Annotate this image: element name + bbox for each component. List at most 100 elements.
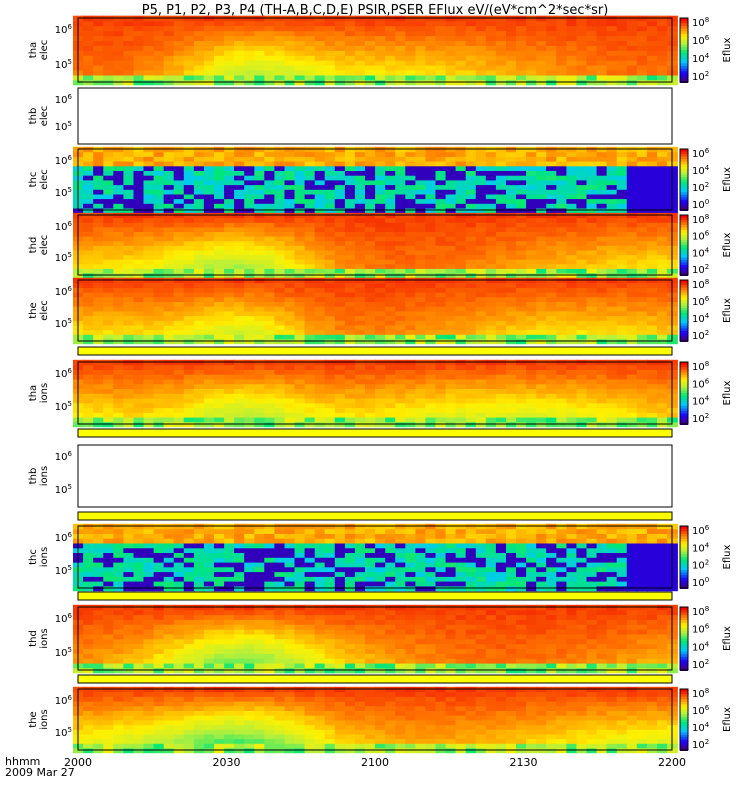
- heatmap-cell: [495, 315, 507, 321]
- heatmap-cell: [415, 282, 427, 288]
- heatmap-cell: [586, 320, 598, 326]
- heatmap-cell: [465, 170, 477, 176]
- heatmap-cell: [536, 378, 548, 385]
- heatmap-cell: [244, 557, 256, 563]
- heatmap-cell: [314, 74, 326, 81]
- heatmap-cell: [365, 393, 376, 399]
- heatmap-cell: [133, 193, 145, 200]
- heatmap-cell: [224, 402, 235, 409]
- heatmap-cell: [163, 240, 175, 246]
- heatmap-cell: [455, 179, 467, 186]
- heatmap-cell: [113, 212, 125, 219]
- heatmap-cell: [254, 203, 266, 209]
- heatmap-cell: [485, 40, 497, 46]
- heatmap-cell: [294, 369, 306, 375]
- heatmap-cell: [596, 245, 608, 251]
- heatmap-cell: [556, 240, 568, 246]
- heatmap-cell: [516, 393, 527, 399]
- heatmap-cell: [506, 226, 517, 232]
- heatmap-cell: [203, 170, 215, 176]
- heatmap-cell: [546, 272, 558, 279]
- heatmap-cell: [646, 378, 658, 385]
- heatmap-cell: [304, 60, 316, 66]
- heatmap-cell: [254, 30, 266, 37]
- heatmap-cell: [455, 60, 467, 66]
- heatmap-cell: [93, 374, 105, 380]
- heatmap-cell: [183, 374, 195, 380]
- heatmap-cell: [163, 581, 175, 587]
- heatmap-cell: [657, 69, 668, 76]
- heatmap-cell: [324, 393, 336, 399]
- heatmap-cell: [234, 402, 245, 409]
- heatmap-cell: [435, 397, 447, 404]
- heatmap-cell: [123, 60, 135, 66]
- heatmap-cell: [344, 282, 356, 288]
- heatmap-cell: [596, 240, 608, 246]
- heatmap-cell: [445, 547, 457, 553]
- heatmap-cell: [143, 254, 155, 260]
- heatmap-cell: [536, 40, 548, 46]
- heatmap-cell: [123, 324, 135, 331]
- colorbar-step: [680, 250, 688, 254]
- heatmap-cell: [536, 383, 548, 389]
- heatmap-cell: [526, 315, 537, 321]
- heatmap-cell: [83, 383, 94, 389]
- heatmap-cell: [415, 533, 427, 539]
- heatmap-cell: [506, 268, 517, 274]
- heatmap-cell: [636, 20, 648, 27]
- heatmap-cell: [294, 533, 306, 539]
- heatmap-cell: [234, 417, 245, 423]
- heatmap-cell: [83, 542, 94, 549]
- heatmap-cell: [556, 189, 568, 195]
- colorbar-step: [680, 297, 688, 302]
- heatmap-cell: [193, 170, 205, 176]
- heatmap-cell: [385, 320, 397, 326]
- heatmap-cell: [495, 170, 507, 176]
- heatmap-cell: [536, 296, 548, 302]
- heatmap-cell: [455, 383, 467, 389]
- heatmap-cell: [143, 50, 155, 56]
- heatmap-cell: [485, 291, 497, 298]
- heatmap-cell: [365, 74, 376, 81]
- heatmap-cell: [485, 287, 497, 293]
- heatmap-cell: [354, 412, 366, 418]
- heatmap-cell: [143, 55, 155, 61]
- heatmap-cell: [465, 50, 477, 56]
- heatmap-cell: [516, 291, 527, 298]
- heatmap-cell: [274, 291, 286, 298]
- colorbar-step: [680, 79, 688, 83]
- heatmap-cell: [365, 383, 376, 389]
- heatmap-cell: [173, 324, 185, 331]
- heatmap-cell: [344, 20, 356, 27]
- panel-species-label: elec: [39, 300, 50, 321]
- heatmap-cell: [123, 272, 135, 279]
- colorbar-step: [680, 398, 688, 402]
- heatmap-cell: [546, 407, 558, 413]
- heatmap-cell: [123, 50, 135, 56]
- heatmap-cell: [395, 165, 407, 171]
- heatmap-cell: [153, 69, 165, 76]
- heatmap-cell: [536, 69, 548, 76]
- heatmap-cell: [113, 151, 125, 157]
- heatmap-cell: [395, 566, 407, 573]
- heatmap-cell: [626, 151, 638, 157]
- heatmap-cell: [536, 369, 548, 375]
- heatmap-cell: [324, 74, 336, 81]
- heatmap-cell: [234, 571, 245, 577]
- heatmap-cell: [606, 296, 618, 302]
- heatmap-cell: [163, 64, 175, 71]
- heatmap-cell: [203, 189, 215, 195]
- colorbar-step: [680, 202, 688, 206]
- heatmap-cell: [224, 263, 235, 269]
- heatmap-cell: [284, 407, 296, 413]
- heatmap-cell: [344, 74, 356, 81]
- heatmap-cell: [606, 203, 618, 209]
- heatmap-cell: [636, 263, 648, 269]
- heatmap-cell: [495, 310, 507, 317]
- heatmap-cell: [244, 74, 256, 81]
- heatmap-cell: [254, 320, 266, 326]
- heatmap-cell: [344, 369, 356, 375]
- heatmap-cell: [163, 74, 175, 81]
- heatmap-cell: [495, 561, 507, 568]
- heatmap-cell: [354, 552, 366, 558]
